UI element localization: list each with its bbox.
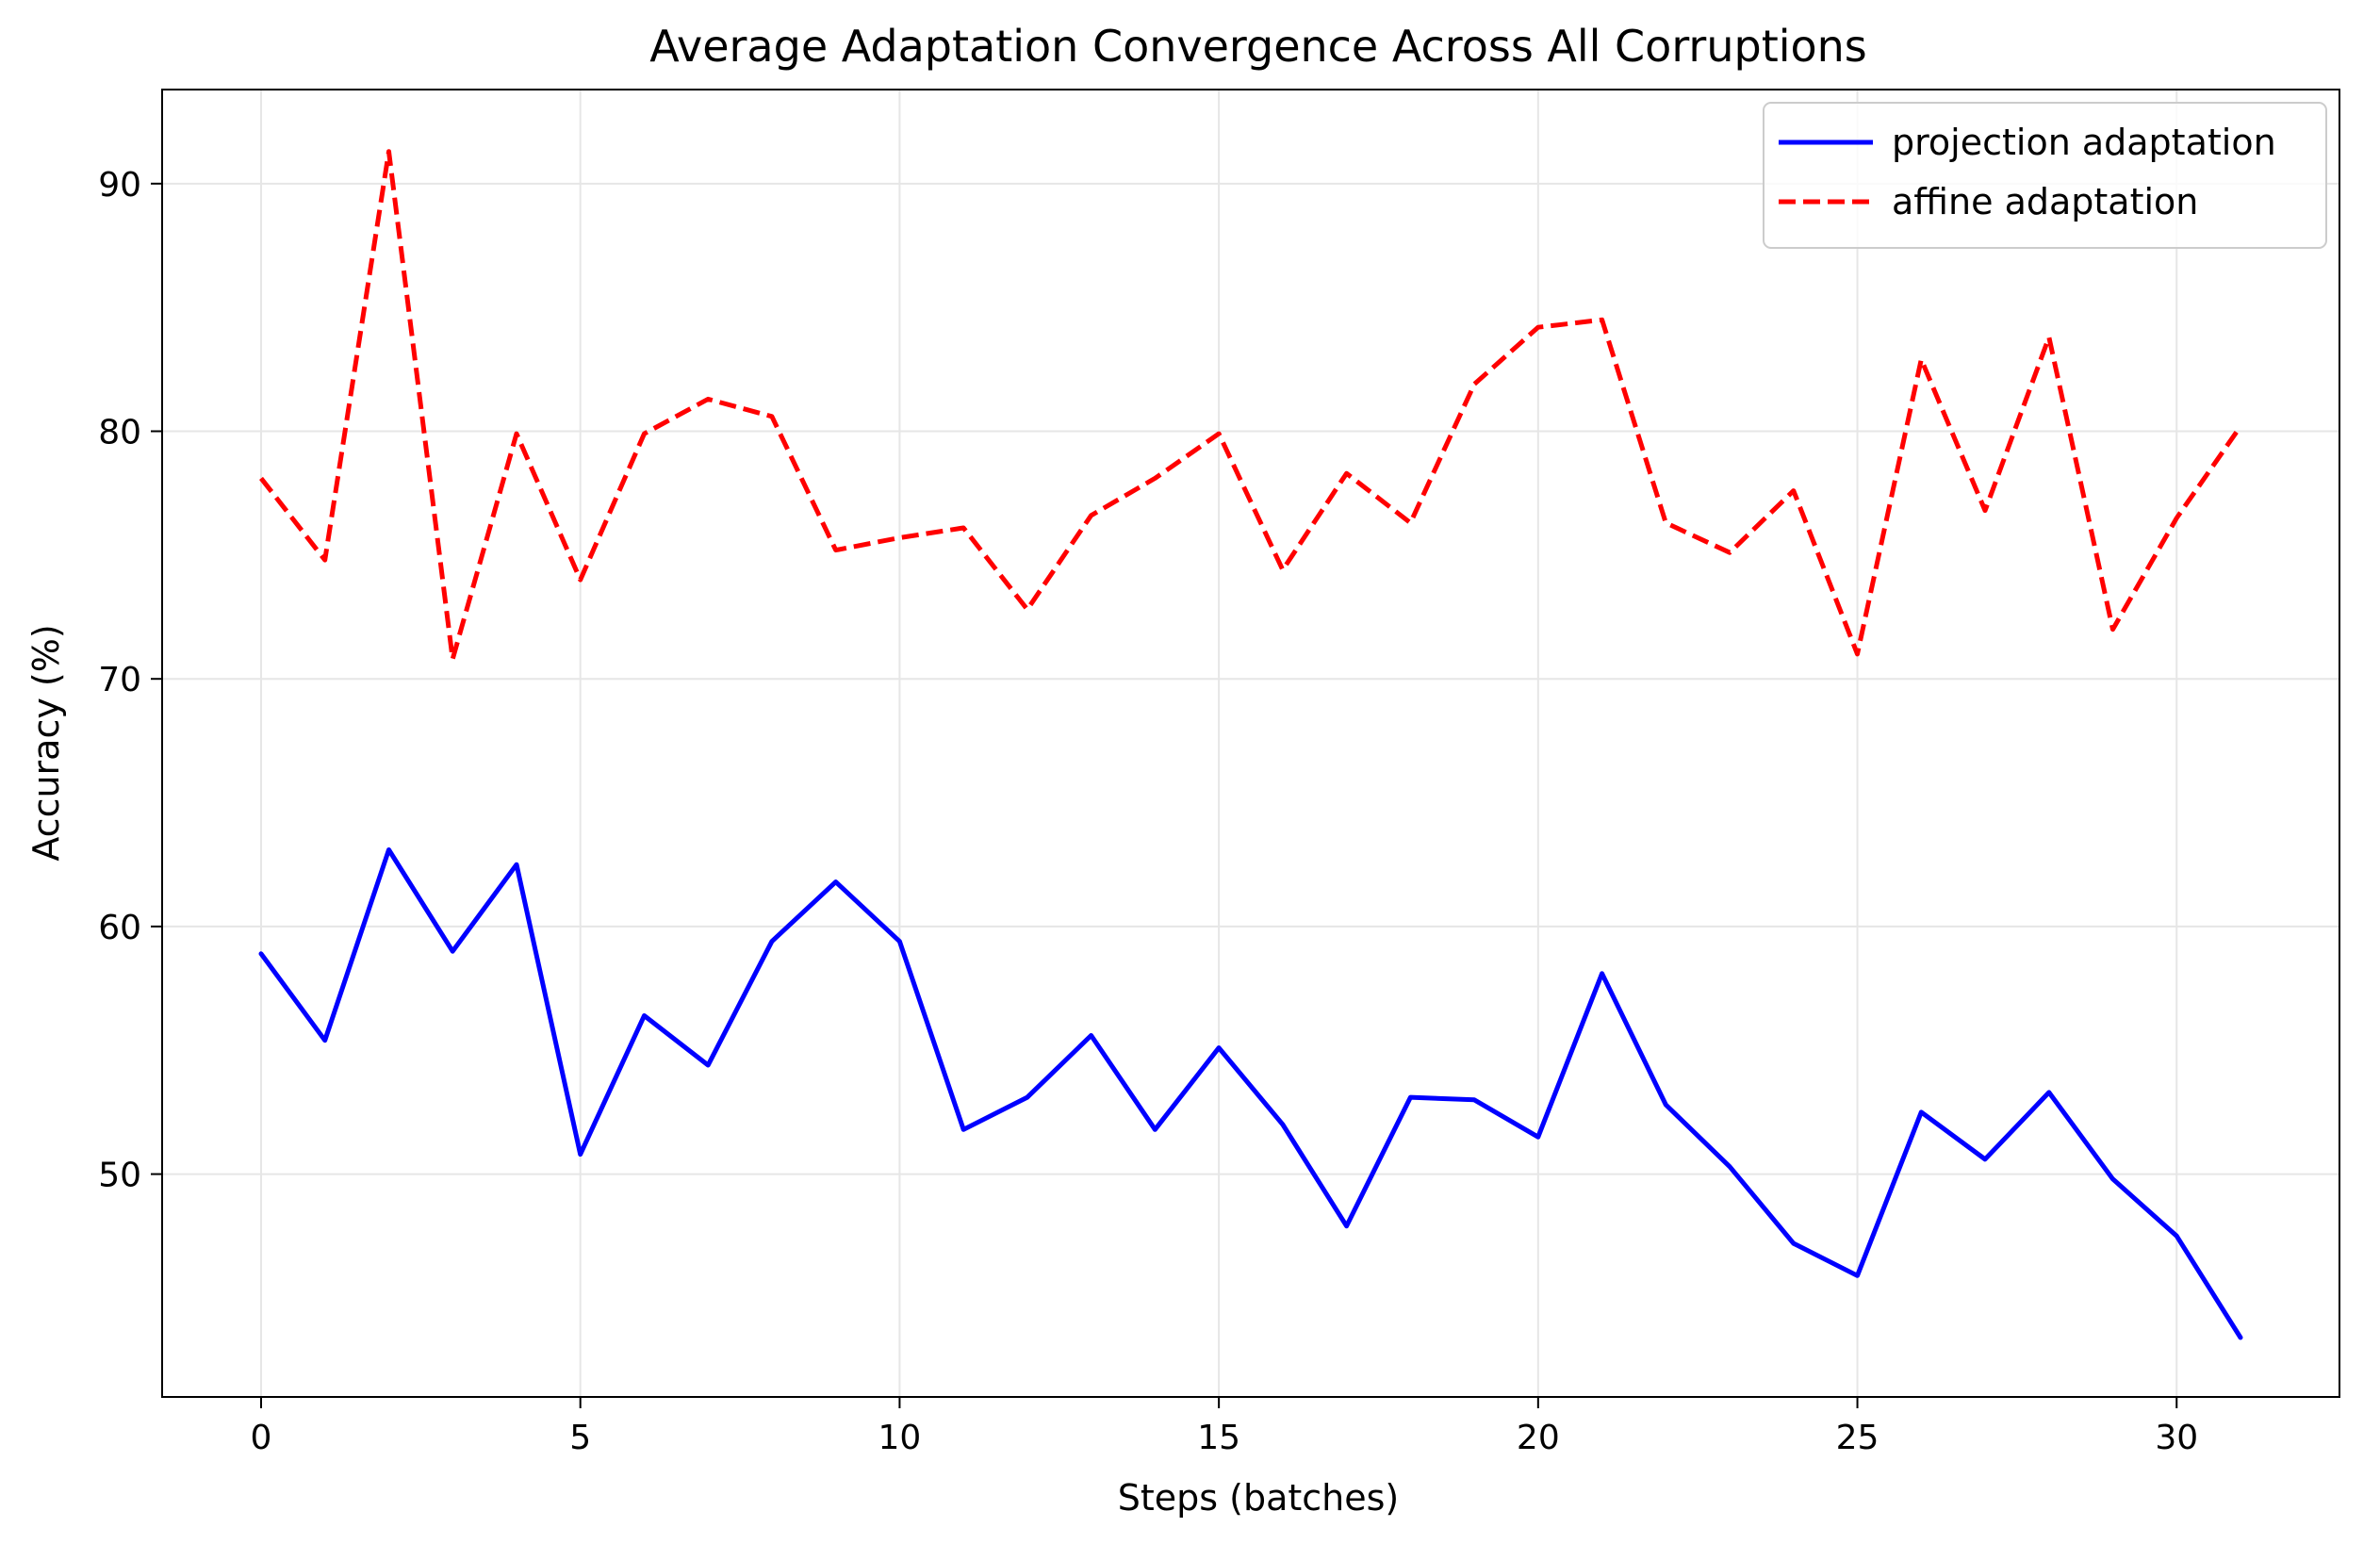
y-tick-label: 60 (98, 909, 141, 947)
x-tick-label: 5 (569, 1419, 591, 1457)
series-line-1 (258, 847, 2243, 1340)
x-tick-label: 25 (1836, 1419, 1879, 1457)
x-tick-label: 30 (2155, 1419, 2198, 1457)
series-layer (258, 149, 2243, 1340)
chart-title: Average Adaptation Convergence Across Al… (649, 21, 1867, 72)
x-tick-label: 10 (878, 1419, 922, 1457)
y-tick-label: 80 (98, 414, 141, 452)
legend-label: affine adaptation (1892, 181, 2198, 222)
legend-label: projection adaptation (1892, 122, 2276, 163)
legend-box (1763, 102, 2327, 249)
y-tick-label: 50 (98, 1157, 141, 1195)
x-axis-label: Steps (batches) (1118, 1477, 1400, 1519)
x-tick-label: 20 (1517, 1419, 1560, 1457)
plot-area (161, 89, 2340, 1398)
x-tick-label: 0 (251, 1419, 272, 1457)
y-tick-label: 70 (98, 661, 141, 699)
x-axis: 0 5 10 15 20 25 30 (251, 1397, 2198, 1457)
y-tick-label: 90 (98, 166, 141, 205)
x-tick-label: 15 (1197, 1419, 1240, 1457)
y-axis-label: Accuracy (%) (25, 624, 67, 861)
series-line-2 (259, 149, 2243, 662)
y-axis: 50 60 70 80 90 (98, 166, 162, 1195)
grid-lines (162, 90, 2339, 1397)
legend: projection adaptation affine adaptation (1763, 102, 2327, 249)
